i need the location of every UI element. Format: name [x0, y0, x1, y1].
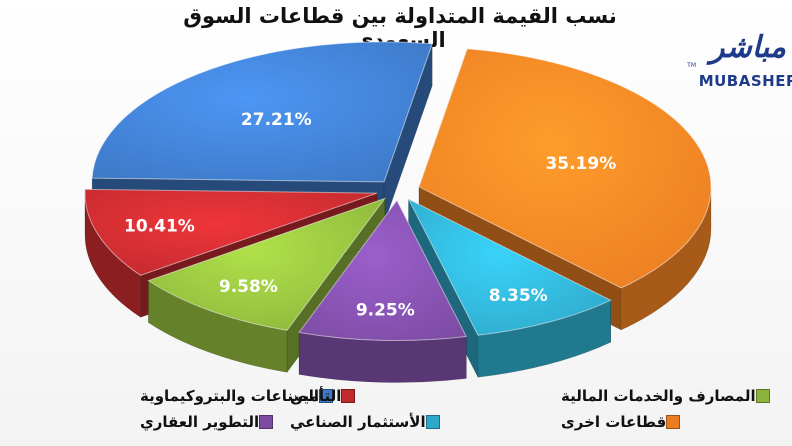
chart-legend: الصناعات والبتروكيماوية التأمين المصارف …: [0, 378, 792, 446]
legend-label: الصناعات والبتروكيماوية: [140, 387, 320, 405]
pie-slice: [298, 199, 468, 342]
pie-slice: [418, 48, 712, 289]
logo-english-text: MUBASHER: [698, 72, 792, 90]
legend-swatch: [755, 389, 770, 403]
legend-label: قطاعات اخرى: [561, 413, 667, 431]
legend-label: المصارف والخدمات المالية: [561, 387, 756, 405]
data-label: 27.21%: [241, 110, 312, 130]
pie-slice: [84, 188, 378, 276]
legend-item-industrial-investment: الأستثمار الصناعي: [290, 412, 448, 432]
data-label: 35.19%: [545, 154, 616, 174]
legend-item-other-sectors: قطاعات اخرى: [561, 412, 688, 432]
pie-slice: [407, 198, 612, 336]
data-label: 10.41%: [124, 216, 195, 236]
legend-item-banks: المصارف والخدمات المالية: [561, 386, 778, 406]
legend-item-petrochemical: الصناعات والبتروكيماوية: [140, 386, 341, 406]
data-label: 9.58%: [219, 277, 278, 297]
legend-item-real-estate: التطوير العقاري: [140, 412, 281, 432]
data-label: 9.25%: [356, 301, 415, 321]
legend-swatch: [259, 415, 274, 429]
legend-label: التطوير العقاري: [140, 413, 260, 431]
legend-swatch: [666, 415, 681, 429]
chart-title: نسب القيمة المتداولة بين قطاعات السوق ال…: [183, 4, 617, 52]
legend-item-insurance: التأمين: [290, 386, 363, 406]
logo-arabic-text: مباشر: [710, 30, 786, 65]
legend-swatch: [425, 415, 440, 429]
pie-slice: [147, 197, 387, 331]
data-label: 8.35%: [489, 286, 548, 306]
legend-swatch: [319, 389, 334, 403]
legend-label: التأمين: [290, 387, 342, 405]
legend-swatch: [341, 389, 356, 403]
pie-slice: [91, 41, 433, 183]
mubasher-logo: مباشر TM MUBASHER: [682, 30, 792, 102]
logo-trademark: TM: [687, 62, 696, 69]
legend-label: الأستثمار الصناعي: [290, 413, 426, 431]
